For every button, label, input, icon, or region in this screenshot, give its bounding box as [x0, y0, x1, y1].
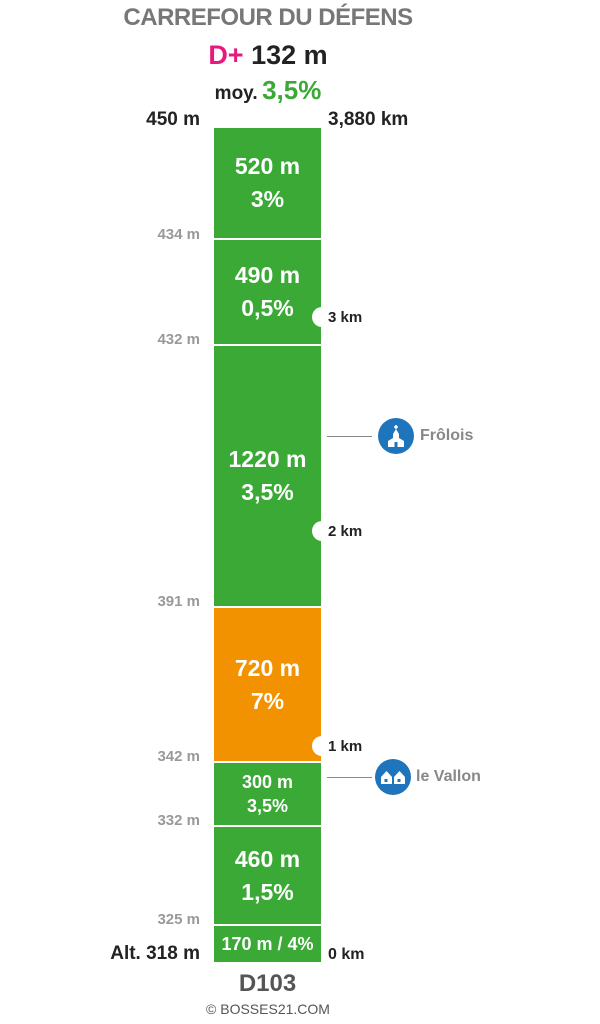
church-icon — [378, 418, 414, 454]
avg-value: 3,5% — [262, 75, 322, 105]
place-leader-line — [327, 777, 372, 778]
climb-title: CARREFOUR DU DÉFENS — [123, 4, 413, 31]
place-leader-line — [327, 436, 372, 437]
segment-grade: 3,5% — [246, 796, 289, 816]
altitude-mark: 342 m — [157, 748, 200, 765]
segment-length: 460 m — [234, 845, 301, 872]
altitude-mark: 434 m — [157, 226, 200, 243]
km-notch — [312, 307, 332, 327]
segment-5: 300 m 3,5% — [214, 763, 321, 825]
segment-4: 720 m 7% — [214, 608, 321, 761]
segment-3: 1220 m 3,5% — [214, 346, 321, 606]
segment-7: 170 m / 4% — [214, 926, 321, 962]
altitude-mark: 332 m — [157, 812, 200, 829]
gain-value: 132 m — [251, 40, 328, 70]
segment-6: 460 m 1,5% — [214, 827, 321, 924]
segment-grade: 3,5% — [241, 479, 294, 505]
gain-prefix: D+ — [208, 40, 244, 70]
km-marker: 2 km — [328, 523, 363, 540]
place-label-le-vallon: le Vallon — [416, 768, 481, 785]
bottom-distance: 0 km — [328, 946, 365, 963]
place-label-frolois: Frôlois — [420, 427, 474, 444]
segment-grade: 1,5% — [241, 878, 294, 905]
km-marker: 1 km — [328, 738, 363, 755]
segment-length: 490 m — [234, 262, 301, 288]
segment-length: 720 m — [234, 654, 301, 681]
km-notch — [312, 521, 332, 541]
altitude-mark: 391 m — [157, 593, 200, 610]
segment-grade: 7% — [250, 687, 285, 714]
segment-length: 300 m — [241, 772, 294, 792]
top-distance: 3,880 km — [328, 109, 409, 130]
segment-summary: 170 m / 4% — [221, 933, 314, 954]
houses-icon — [375, 759, 411, 795]
km-marker: 3 km — [328, 309, 363, 326]
avg-label: moy. — [214, 83, 258, 104]
road-name: D103 — [238, 970, 297, 997]
segment-grade: 0,5% — [241, 295, 294, 321]
segment-length: 1220 m — [228, 446, 307, 472]
segment-2: 490 m 0,5% — [214, 240, 321, 344]
top-altitude: 450 m — [146, 109, 200, 130]
segment-length: 520 m — [234, 153, 301, 179]
elevation-gain: D+ 132 m — [0, 40, 536, 71]
average-grade: moy. 3,5% — [0, 75, 536, 106]
segment-grade: 3% — [250, 186, 285, 212]
segment-1: 520 m 3% — [214, 128, 321, 238]
altitude-mark: 432 m — [157, 331, 200, 348]
km-notch — [312, 736, 332, 756]
copyright: © BOSSES21.COM — [206, 1001, 330, 1017]
bottom-altitude: Alt. 318 m — [110, 943, 200, 964]
altitude-mark: 325 m — [157, 911, 200, 928]
